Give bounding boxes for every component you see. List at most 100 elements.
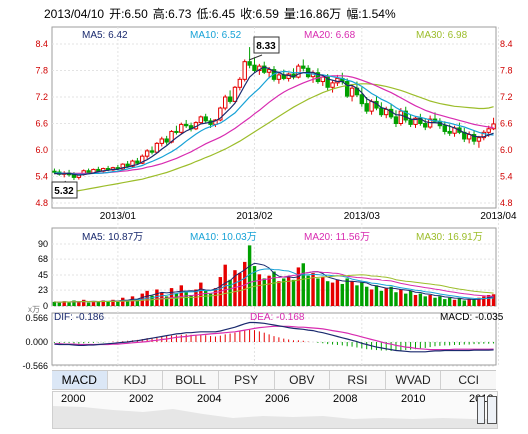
candle-body [486, 128, 491, 133]
tab-macd[interactable]: MACD [52, 371, 108, 389]
candle-body [359, 94, 365, 105]
price-tick-right: 7.2 [500, 92, 513, 102]
volume-bar [272, 271, 276, 306]
volume-bar [277, 281, 281, 306]
low-annotation-label: 5.32 [54, 186, 74, 197]
timeline-year-2002: 2002 [129, 393, 154, 405]
volume-bar [189, 294, 193, 306]
volume-bar [330, 282, 335, 306]
volume-bar [389, 286, 393, 306]
candle [330, 80, 335, 93]
volume-bar [433, 297, 437, 306]
macd-tick: 0.566 [25, 313, 48, 323]
volume-bar [452, 299, 457, 306]
timeline-year-labels: 2000200220042006200820102012 [53, 393, 497, 405]
volume-bar [443, 299, 447, 306]
volume-bar [179, 285, 184, 306]
volume-bar [184, 292, 188, 306]
volume-bar [296, 267, 301, 306]
volume-bar [491, 294, 496, 306]
candle-body [403, 110, 408, 121]
volume-bar [399, 289, 403, 306]
quote-date: 2013/04/10 [44, 7, 105, 21]
tab-wvad[interactable]: WVAD [385, 371, 442, 389]
candle-body [320, 76, 325, 83]
tab-cci[interactable]: CCI [441, 371, 496, 389]
volume-ma30-legend: MA30: 16.91万 [416, 232, 483, 243]
tab-kdj[interactable]: KDJ [107, 371, 164, 389]
volume-bar [267, 275, 271, 306]
quote-low: 低:6.45 [196, 7, 236, 21]
price-tick-left: 6.6 [35, 119, 48, 129]
candle-body [218, 107, 223, 121]
price-tick-left: 8.4 [35, 39, 48, 49]
volume-bar [101, 300, 105, 306]
candle-body [330, 82, 335, 88]
timeline-range-handle[interactable] [487, 396, 497, 424]
volume-bar [57, 302, 62, 306]
ma5-line [54, 66, 494, 176]
candle-body [52, 170, 57, 173]
candle-body [423, 123, 428, 128]
price-tick-right: 7.8 [500, 66, 513, 76]
volume-bar [418, 293, 423, 306]
tab-rsi[interactable]: RSI [330, 371, 386, 389]
candle-body [252, 64, 257, 71]
candle-body [301, 65, 306, 69]
volume-bar [262, 278, 266, 306]
candle-body [262, 65, 267, 73]
candle [403, 106, 408, 123]
timeline-range-handle-left[interactable] [477, 396, 485, 424]
candle-body [491, 123, 496, 130]
macd-tick: -0.566 [22, 361, 48, 371]
candle [223, 94, 228, 111]
candle-body [154, 142, 160, 153]
volume-bar [213, 288, 218, 306]
indicator-tabs: MACD KDJ BOLL PSY OBV RSI WVAD CCI [52, 370, 496, 390]
candle-body [223, 96, 228, 109]
volume-bar [243, 261, 247, 306]
volume-bar [203, 290, 208, 306]
candle-body [266, 69, 272, 73]
volume-bar [238, 272, 242, 306]
candle-body [203, 116, 208, 122]
volume-bar [82, 299, 86, 306]
volume-tick: 45 [38, 270, 48, 280]
volume-bar [111, 299, 115, 306]
candle [393, 110, 399, 128]
candle [135, 157, 140, 166]
volume-bar [482, 296, 486, 306]
candle-body [447, 130, 452, 134]
candle-body [413, 117, 418, 125]
macd-tick: 0.000 [25, 337, 48, 347]
candle [276, 72, 282, 84]
price-tick-left: 7.8 [35, 66, 48, 76]
tab-psy[interactable]: PSY [218, 371, 275, 389]
candle [144, 149, 150, 159]
volume-bar [72, 300, 76, 306]
candle [344, 78, 350, 98]
candle [198, 115, 204, 125]
volume-bar [369, 289, 374, 306]
volume-bar [364, 286, 369, 306]
volume-bar [286, 277, 291, 306]
candle [149, 146, 155, 155]
timeline-navigator[interactable]: 2000200220042006200820102012 [52, 391, 498, 429]
candle [247, 47, 252, 69]
candle [130, 159, 135, 168]
volume-bar [335, 279, 340, 306]
candle-body [71, 174, 77, 178]
volume-bar [428, 294, 432, 306]
volume-bar [155, 289, 159, 306]
tab-obv[interactable]: OBV [274, 371, 331, 389]
tab-boll[interactable]: BOLL [163, 371, 219, 389]
high-annotation: 8.33 [248, 36, 280, 61]
candle-body [140, 155, 145, 164]
price-panel[interactable] [51, 26, 497, 209]
macd-dif-legend: DIF: -0.186 [54, 312, 104, 323]
macd-value-legend: MACD: -0.035 [440, 312, 504, 323]
volume-bar [106, 301, 110, 306]
price-tick-right: 6.0 [500, 145, 513, 155]
candle [364, 97, 369, 114]
